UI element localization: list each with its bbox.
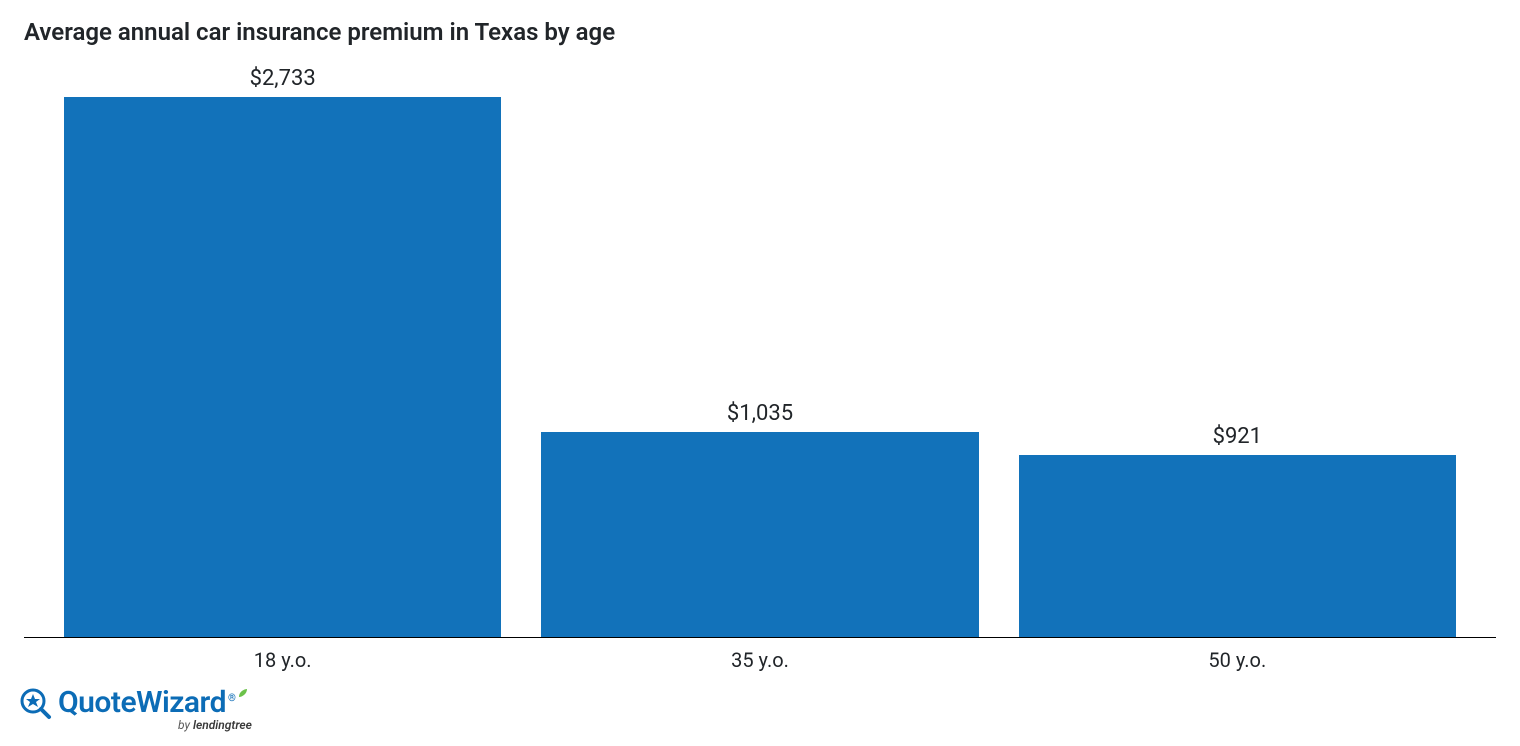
chart-title: Average annual car insurance premium in … bbox=[24, 18, 1496, 46]
bar-slot: $921 bbox=[999, 56, 1476, 637]
byline-prefix: by bbox=[178, 718, 190, 732]
x-axis-label: 50 y.o. bbox=[999, 648, 1476, 672]
bar-rect bbox=[1019, 455, 1456, 637]
brand-name-text: QuoteWizard bbox=[58, 685, 226, 720]
byline-brand: lendingtree bbox=[193, 718, 252, 732]
bar-value-label: $2,733 bbox=[250, 66, 316, 91]
x-axis-label: 35 y.o. bbox=[521, 648, 998, 672]
chart-x-axis-labels: 18 y.o.35 y.o.50 y.o. bbox=[24, 638, 1496, 672]
bar-value-label: $1,035 bbox=[727, 401, 793, 426]
chart-plot-area: $2,733 $1,035 $921 bbox=[24, 56, 1496, 638]
x-axis-label: 18 y.o. bbox=[44, 648, 521, 672]
brand-logo: QuoteWizard® by lendingtree bbox=[18, 685, 252, 732]
chart-container: Average annual car insurance premium in … bbox=[0, 0, 1520, 746]
registered-mark: ® bbox=[228, 693, 235, 704]
leaf-icon bbox=[238, 688, 248, 698]
bar-value-label: $921 bbox=[1213, 424, 1262, 449]
brand-byline: by lendingtree bbox=[178, 718, 252, 732]
brand-logo-main-line: QuoteWizard® bbox=[18, 685, 252, 720]
bar-rect bbox=[64, 97, 501, 637]
bar-rect bbox=[541, 432, 978, 637]
bar-slot: $1,035 bbox=[521, 56, 998, 637]
bar-slot: $2,733 bbox=[44, 56, 521, 637]
brand-name: QuoteWizard® bbox=[58, 685, 252, 720]
magnifier-star-icon bbox=[18, 686, 52, 720]
